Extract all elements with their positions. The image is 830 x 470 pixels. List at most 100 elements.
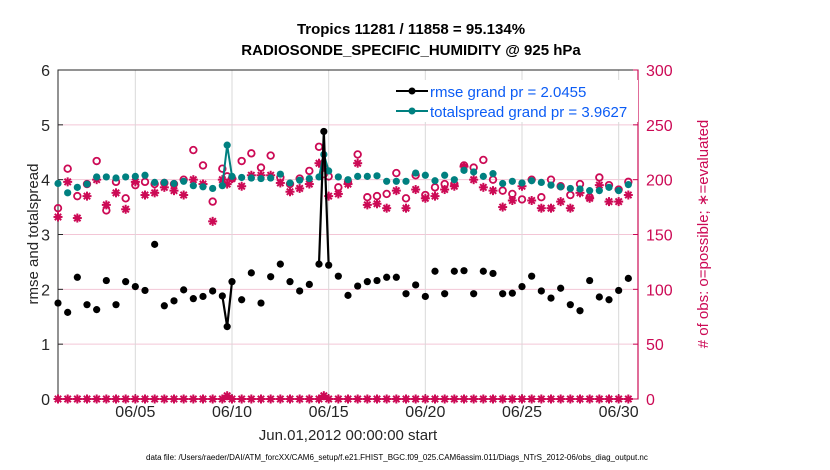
rmse-point xyxy=(238,296,246,304)
totalspread-point xyxy=(595,187,603,195)
x-tick-label: 06/25 xyxy=(502,404,542,421)
left-axis-ticks: 0 1 2 3 4 5 6 xyxy=(41,63,63,409)
series-layer xyxy=(53,127,633,404)
rmse-point xyxy=(557,284,565,292)
totalspread-point xyxy=(334,173,342,181)
rmse-point xyxy=(320,127,328,136)
totalspread-point xyxy=(547,181,555,189)
totalspread-point xyxy=(228,172,236,180)
rmse-line xyxy=(317,131,330,266)
asterisk-stroke xyxy=(489,186,497,195)
obs-evaluated-marker xyxy=(353,158,363,168)
rmse-point xyxy=(170,297,178,305)
rmse-point xyxy=(315,260,323,268)
rmse-point xyxy=(325,261,333,269)
chart-title-line-2: RADIOSONDE_SPECIFIC_HUMIDITY @ 925 hPa xyxy=(241,42,581,59)
obs-possible-marker xyxy=(218,164,227,173)
obs-possible-marker xyxy=(121,194,130,203)
y-tick-label: 4 xyxy=(41,173,50,190)
rmse-point xyxy=(223,323,231,331)
y2-tick-label: 100 xyxy=(646,282,673,299)
obs-evaluated-marker xyxy=(82,191,92,201)
rmse-point xyxy=(383,273,391,281)
y2-tick-label: 150 xyxy=(646,228,673,245)
totalspread-point xyxy=(160,178,168,187)
obs-evaluated-marker xyxy=(565,203,575,213)
rmse-point xyxy=(112,301,120,309)
obs-evaluated-marker xyxy=(546,203,556,213)
asterisk-stroke xyxy=(286,187,294,196)
totalspread-point xyxy=(223,141,231,149)
obs-evaluated-marker xyxy=(411,185,421,195)
asterisk-stroke xyxy=(141,191,149,199)
y-tick-label: 3 xyxy=(41,228,50,245)
totalspread-point xyxy=(296,176,304,184)
rmse-point xyxy=(373,276,381,285)
totalspread-point xyxy=(286,179,294,187)
obs-evaluated-series xyxy=(53,158,633,226)
rmse-point xyxy=(131,282,139,291)
totalspread-point xyxy=(470,168,478,176)
rmse-point xyxy=(412,281,420,289)
rmse-point xyxy=(83,301,91,309)
obs-possible-zero-marker xyxy=(626,396,631,402)
obs-evaluated-marker xyxy=(237,181,247,191)
rmse-point xyxy=(199,292,207,301)
totalspread-point xyxy=(131,172,139,180)
right-axis-ticks: 0 50 100 150 200 250 300 xyxy=(633,63,673,409)
rmse-point xyxy=(431,267,439,275)
obs-possible-marker xyxy=(392,168,401,178)
obs-possible-marker xyxy=(198,161,208,170)
obs-possible-marker xyxy=(566,190,575,200)
obs-evaluated-marker xyxy=(623,190,633,200)
rmse-point xyxy=(537,287,545,295)
asterisk-stroke xyxy=(624,191,633,199)
asterisk-stroke xyxy=(479,183,488,192)
totalspread-point xyxy=(363,172,371,180)
rmse-point xyxy=(218,292,226,300)
x-tick-label: 06/15 xyxy=(309,404,349,421)
totalspread-point xyxy=(479,172,487,180)
obs-possible-marker xyxy=(92,156,101,166)
rmse-point xyxy=(286,278,294,286)
asterisk-stroke xyxy=(508,196,517,205)
obs-possible-marker xyxy=(430,183,440,192)
rmse-point xyxy=(189,295,197,303)
obs-evaluated-marker xyxy=(507,196,517,206)
rmse-point xyxy=(354,282,362,290)
asterisk-stroke xyxy=(373,199,381,208)
obs-evaluated-marker xyxy=(121,204,131,214)
y-tick-label: 1 xyxy=(41,337,50,354)
obs-possible-marker xyxy=(421,190,430,200)
obs-possible-marker xyxy=(537,193,546,202)
totalspread-point xyxy=(421,171,429,179)
asterisk-stroke xyxy=(556,197,565,206)
asterisk-stroke xyxy=(547,204,555,213)
asterisk-stroke xyxy=(382,204,391,213)
obs-possible-marker xyxy=(363,193,372,202)
rmse-point xyxy=(344,291,352,299)
totalspread-point xyxy=(392,177,400,185)
asterisk-stroke xyxy=(566,204,575,213)
y-axis-label: rmse and totalspread xyxy=(25,164,42,305)
asterisk-stroke xyxy=(605,197,613,206)
obs-possible-marker xyxy=(73,191,82,201)
totalspread-point xyxy=(122,173,130,181)
totalspread-point xyxy=(218,182,226,190)
asterisk-stroke xyxy=(614,197,623,206)
obs-possible-marker xyxy=(440,179,449,189)
rmse-point xyxy=(547,294,555,302)
asterisk-stroke xyxy=(121,205,130,214)
asterisk-stroke xyxy=(189,175,198,184)
obs-possible-marker xyxy=(382,189,391,199)
obs-evaluated-marker xyxy=(401,203,411,213)
obs-evaluated-marker xyxy=(362,200,372,210)
asterisk-stroke xyxy=(315,159,323,168)
obs-evaluated-marker xyxy=(63,177,73,187)
asterisk-stroke xyxy=(411,185,420,194)
rmse-point xyxy=(441,290,449,298)
obs-possible-marker xyxy=(353,150,362,159)
rmse-point xyxy=(392,273,400,281)
obs-possible-series xyxy=(53,142,633,215)
totalspread-point xyxy=(305,174,313,183)
